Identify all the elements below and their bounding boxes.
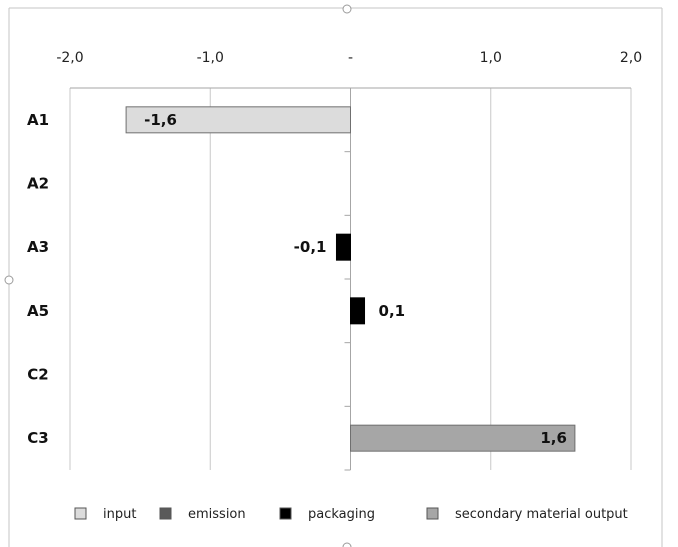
- x-tick-label: -: [348, 50, 353, 66]
- data-label: 0,1: [379, 302, 406, 320]
- bar: [350, 424, 576, 452]
- resize-handle-left[interactable]: [4, 275, 14, 285]
- category-label: A5: [27, 302, 49, 320]
- data-label: 1,6: [540, 429, 567, 447]
- data-label: -1,6: [144, 111, 177, 129]
- category-label: C2: [27, 366, 48, 384]
- resize-handle-bottom[interactable]: [342, 542, 352, 547]
- x-tick-label: -1,0: [197, 50, 224, 66]
- x-tick-label: 2,0: [620, 50, 642, 66]
- legend-swatch: [159, 507, 172, 520]
- data-label: -0,1: [294, 238, 327, 256]
- legend-swatch: [74, 507, 87, 520]
- category-label: A3: [27, 238, 49, 256]
- x-tick-label: -2,0: [56, 50, 83, 66]
- legend-label: input: [103, 507, 136, 522]
- category-label: C3: [27, 429, 48, 447]
- bar: [125, 106, 351, 134]
- legend-swatch: [426, 507, 439, 520]
- bar: [335, 233, 352, 261]
- legend-label: secondary material output: [455, 507, 628, 522]
- category-label: A2: [27, 175, 49, 193]
- plot-area: -2,0 -1,0-1,0 2,0A1A2A3A5C2C3-1,6-0,10,11,…: [27, 50, 642, 471]
- x-tick-label: 1,0: [480, 50, 502, 66]
- legend-swatch: [279, 507, 292, 520]
- bar: [350, 297, 366, 325]
- legend: input emission packaging secondary material…: [74, 507, 628, 522]
- legend-label: packaging: [308, 507, 375, 522]
- resize-handle-top[interactable]: [342, 4, 352, 14]
- category-label: A1: [27, 111, 49, 129]
- legend-label: emission: [188, 507, 246, 522]
